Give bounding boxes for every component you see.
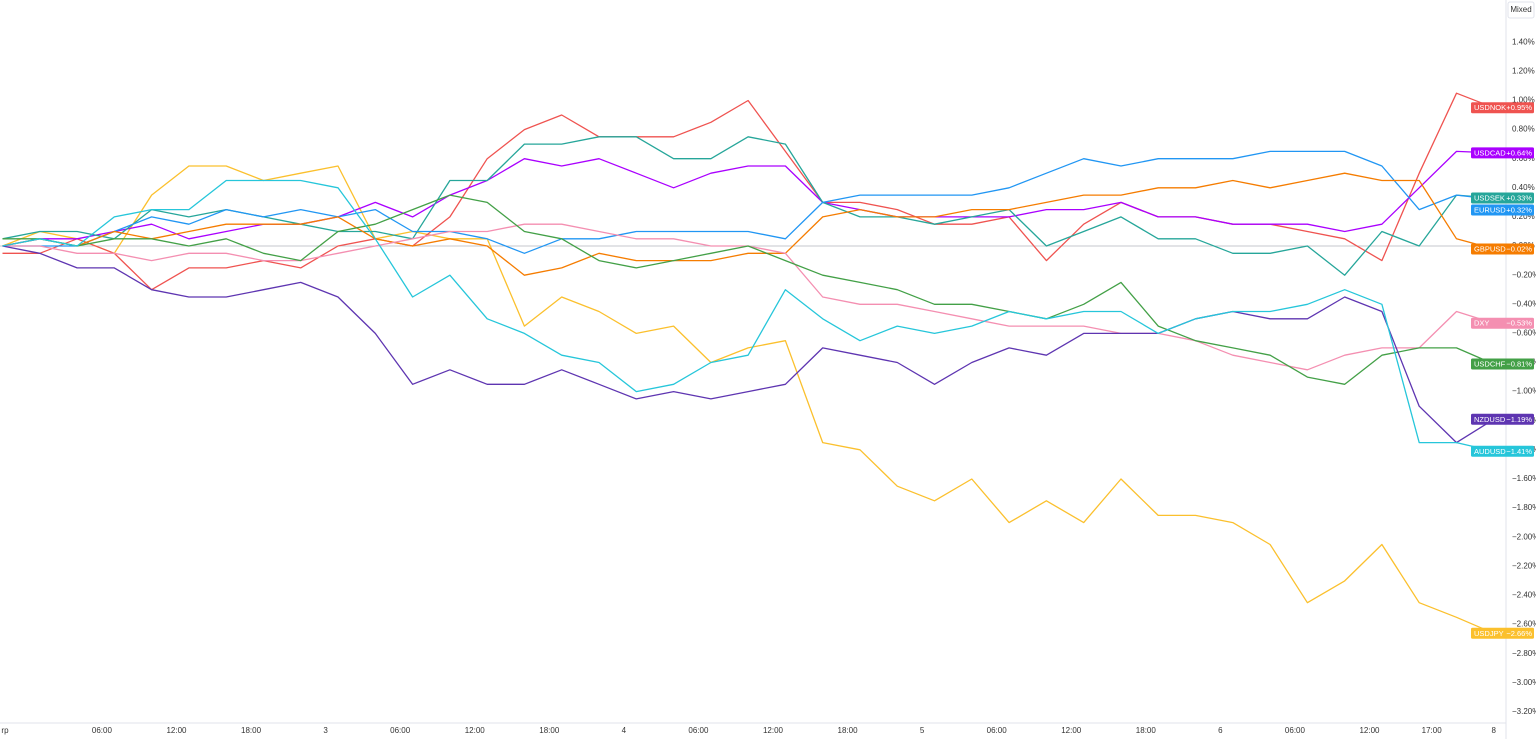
badge-name: GBPUSD [1474, 244, 1506, 253]
x-tick-label: 17:00 [1422, 726, 1443, 735]
x-tick-label: 06:00 [92, 726, 113, 735]
badge-name: EURUSD [1474, 205, 1506, 214]
y-tick-label: 1.40% [1512, 37, 1535, 46]
badge-value: +0.32% [1506, 205, 1532, 214]
series-badge [1471, 147, 1534, 159]
series-line [2, 136, 1494, 276]
series-badge [1471, 317, 1534, 329]
badge-name: USDCAD [1474, 148, 1506, 157]
series-badge [1471, 627, 1534, 639]
scale-mode-label: Mixed [1510, 5, 1531, 14]
badge-value: −0.81% [1506, 359, 1532, 368]
x-tick-label: 4 [622, 726, 627, 735]
x-tick-label: 06:00 [390, 726, 411, 735]
x-tick-label: 6 [1218, 726, 1223, 735]
series-line [2, 194, 1495, 385]
x-tick-label: 12:00 [465, 726, 486, 735]
x-tick-label: 12:00 [763, 726, 784, 735]
series-line [2, 245, 1495, 444]
series-line [2, 150, 1494, 247]
badge-name: USDCHF [1474, 359, 1506, 368]
series-badge [1471, 243, 1534, 255]
y-tick-label: 1.00% [1512, 96, 1535, 105]
badge-value: +0.64% [1506, 148, 1532, 157]
y-tick-label: −1.00% [1512, 387, 1536, 396]
x-tick-label: 12:00 [166, 726, 187, 735]
y-tick-label: 0.40% [1512, 183, 1535, 192]
y-tick-label: −2.60% [1512, 620, 1536, 629]
x-tick-label: rp [1, 726, 9, 735]
series-line [2, 150, 1494, 254]
badge-value: −0.02% [1506, 244, 1532, 253]
x-tick-label: 06:00 [1285, 726, 1306, 735]
series-line [2, 172, 1494, 276]
badge-value: +0.33% [1506, 193, 1532, 202]
y-tick-label: −0.40% [1512, 299, 1536, 308]
series-badge [1471, 413, 1534, 425]
y-tick-label: −0.60% [1512, 328, 1536, 337]
badge-name: USDSEK [1474, 193, 1505, 202]
x-tick-label: 06:00 [987, 726, 1008, 735]
badge-name: USDJPY [1474, 629, 1504, 638]
badge-value: −1.19% [1506, 415, 1532, 424]
badge-value: −2.66% [1506, 629, 1532, 638]
scale-mode-button[interactable] [1507, 1, 1535, 19]
x-tick-label: 18:00 [539, 726, 560, 735]
series-badge [1471, 102, 1534, 114]
y-tick-label: −1.60% [1512, 474, 1536, 483]
series-badge [1471, 445, 1534, 457]
y-tick-label: −2.80% [1512, 649, 1536, 658]
y-tick-label: −2.40% [1512, 591, 1536, 600]
y-tick-label: 0.80% [1512, 125, 1535, 134]
series-badge [1471, 358, 1534, 370]
y-tick-label: −0.20% [1512, 270, 1536, 279]
x-tick-label: 12:00 [1359, 726, 1380, 735]
x-tick-label: 12:00 [1061, 726, 1082, 735]
y-tick-label: −2.00% [1512, 532, 1536, 541]
series-badge [1471, 192, 1534, 204]
badge-value: −0.53% [1506, 319, 1532, 328]
badge-name: NZDUSD [1474, 415, 1506, 424]
badge-name: DXY [1474, 319, 1489, 328]
badge-name: AUDUSD [1474, 447, 1506, 456]
y-tick-label: −3.20% [1512, 707, 1536, 716]
x-tick-label: 18:00 [241, 726, 262, 735]
y-tick-label: −1.80% [1512, 503, 1536, 512]
series-line [2, 179, 1494, 452]
x-tick-label: 18:00 [1136, 726, 1157, 735]
x-tick-label: 3 [323, 726, 328, 735]
badge-value: +0.95% [1506, 103, 1532, 112]
x-tick-label: 8 [1492, 726, 1497, 735]
y-tick-label: 1.20% [1512, 66, 1535, 75]
y-tick-label: 0.20% [1512, 212, 1535, 221]
series-badge [1471, 204, 1534, 216]
y-tick-label: −2.20% [1512, 561, 1536, 570]
series-line [2, 165, 1495, 634]
y-tick-label: −3.00% [1512, 678, 1536, 687]
x-tick-label: 18:00 [838, 726, 859, 735]
series-line [2, 92, 1495, 291]
badge-name: USDNOK [1474, 103, 1506, 112]
x-tick-label: 06:00 [688, 726, 709, 735]
badge-value: −1.41% [1506, 447, 1532, 456]
x-tick-label: 5 [920, 726, 925, 735]
